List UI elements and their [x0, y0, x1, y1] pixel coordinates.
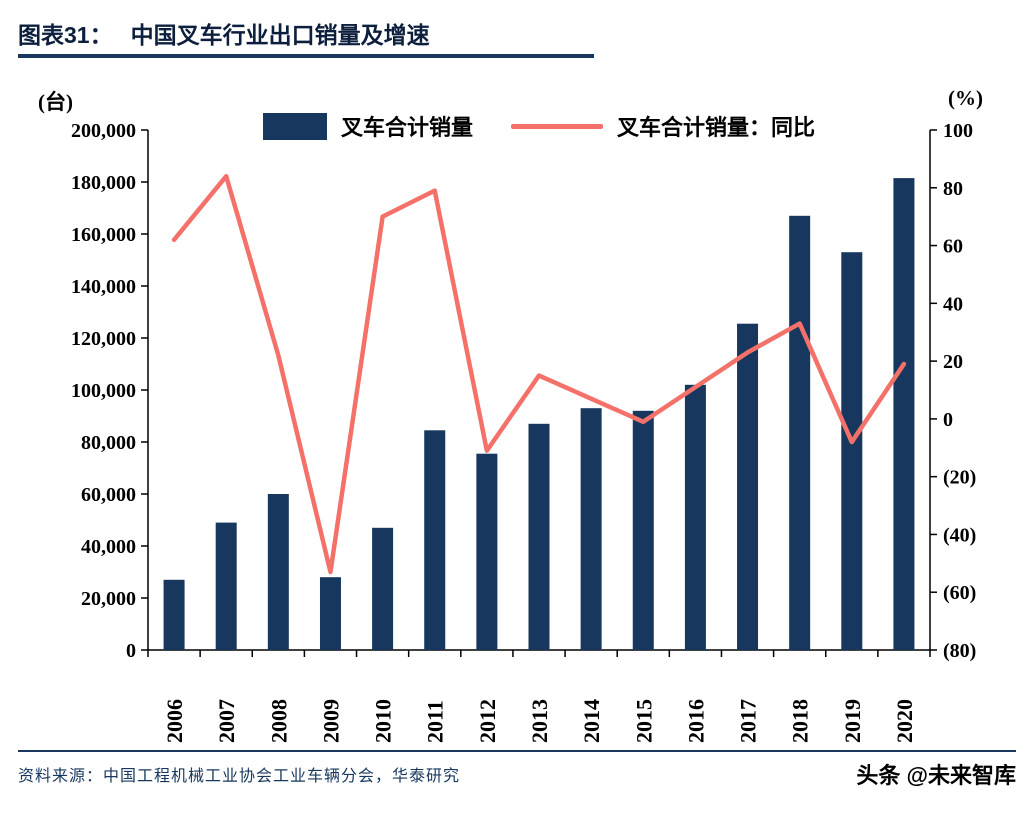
bar-2008 — [267, 494, 289, 650]
bar-2009 — [319, 577, 341, 650]
bar-2018 — [789, 215, 811, 651]
x-tick-label-2018: 2018 — [788, 699, 813, 743]
x-tick-label-2012: 2012 — [475, 699, 500, 743]
right-tick-label: 60 — [943, 236, 963, 258]
watermark: 头条 @未来智库 — [856, 763, 1016, 788]
legend-bar-label: 叉车合计销量 — [340, 115, 473, 140]
bar-2020 — [893, 178, 915, 650]
left-tick-label: 200,000 — [71, 120, 136, 142]
legend-item-line: 叉车合计销量：同比 — [511, 110, 815, 142]
x-tick-label-2015: 2015 — [631, 699, 656, 743]
x-tick-label-2013: 2013 — [527, 699, 552, 743]
page-title: 中国叉车行业出口销量及增速 — [130, 22, 430, 48]
bar-2016 — [684, 384, 706, 650]
bar-2011 — [424, 430, 446, 650]
header-underline — [18, 54, 594, 58]
right-tick-label: 40 — [943, 293, 963, 315]
left-tick-label: 140,000 — [71, 276, 136, 298]
right-tick-label: (20) — [943, 467, 976, 489]
x-tick-label-2006: 2006 — [162, 699, 187, 743]
right-tick-label: 20 — [943, 351, 963, 373]
left-tick-label: 100,000 — [71, 380, 136, 402]
right-tick-label: 0 — [943, 409, 953, 431]
x-tick-label-2009: 2009 — [318, 699, 343, 743]
x-tick-label-2017: 2017 — [736, 699, 761, 743]
bar-2017 — [737, 323, 759, 650]
x-tick-label-2016: 2016 — [683, 699, 708, 743]
right-tick-label: 100 — [943, 120, 973, 142]
x-tick-label-2020: 2020 — [892, 699, 917, 743]
left-tick-label: 40,000 — [81, 536, 136, 558]
bar-2019 — [841, 252, 863, 650]
bar-2014 — [580, 408, 602, 650]
left-tick-label: 120,000 — [71, 328, 136, 350]
left-tick-label: 180,000 — [71, 172, 136, 194]
source-note: 资料来源：中国工程机械工业协会工业车辆分会，华泰研究 — [18, 768, 461, 785]
chart-header: 图表31： 中国叉车行业出口销量及增速 — [18, 16, 430, 50]
bar-2015 — [632, 410, 654, 650]
legend-line-swatch-icon — [511, 123, 603, 129]
legend-bar-swatch-icon — [262, 112, 327, 140]
legend-line-label: 叉车合计销量：同比 — [617, 115, 816, 140]
chart-canvas: 0 20,000 40,000 60,000 80,000 100,000 120,000 1… — [71, 120, 976, 743]
right-tick-label: (80) — [943, 640, 976, 662]
x-tick-label-2019: 2019 — [840, 699, 865, 743]
x-tick-label-2008: 2008 — [266, 699, 291, 743]
left-tick-label: 160,000 — [71, 224, 136, 246]
bar-2010 — [372, 527, 394, 650]
right-tick-label: 80 — [943, 178, 963, 200]
right-tick-label: (60) — [943, 582, 976, 604]
figure-number: 图表31： — [18, 22, 113, 48]
left-tick-label: 60,000 — [81, 484, 136, 506]
x-tick-label-2010: 2010 — [371, 699, 396, 743]
yoy-line — [171, 173, 907, 575]
bar-2012 — [476, 453, 498, 650]
footer-divider — [18, 750, 1016, 752]
x-tick-label-2014: 2014 — [579, 699, 604, 743]
chart-legend: 叉车合计销量 叉车合计销量：同比 — [148, 110, 930, 142]
x-tick-label-2007: 2007 — [214, 699, 239, 743]
left-axis-unit: (台) — [38, 90, 73, 114]
bar-2006 — [163, 579, 185, 650]
right-axis-unit: (%) — [948, 86, 983, 110]
left-tick-label: 0 — [126, 640, 136, 662]
left-tick-label: 20,000 — [81, 588, 136, 610]
legend-item-bar: 叉车合计销量 — [262, 110, 473, 142]
right-tick-label: (40) — [943, 524, 976, 546]
bar-2013 — [528, 423, 550, 650]
bar-2007 — [215, 522, 237, 650]
left-tick-label: 80,000 — [81, 432, 136, 454]
x-tick-label-2011: 2011 — [423, 700, 448, 743]
